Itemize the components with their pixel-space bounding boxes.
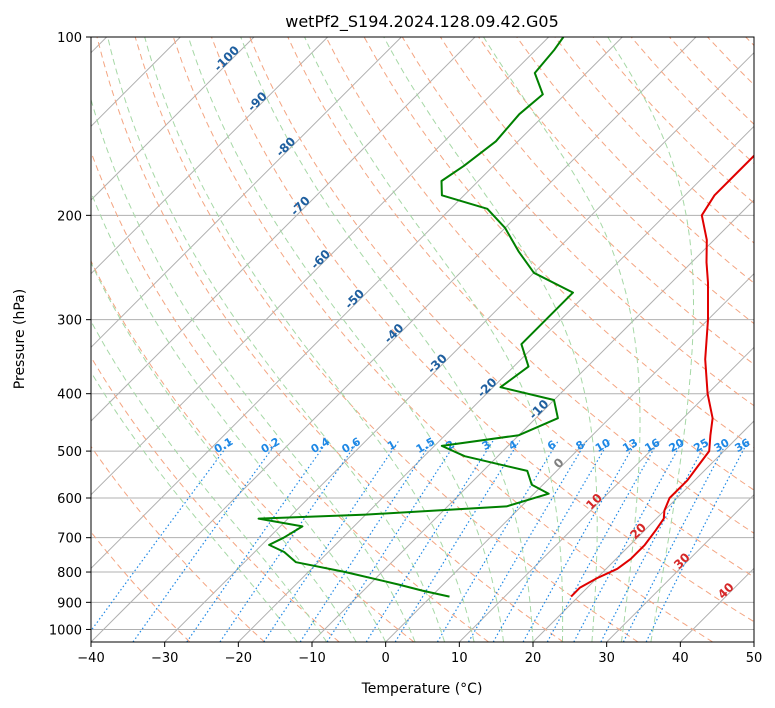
- isotherm-line: [532, 420, 754, 642]
- mixing-ratio-line: [186, 440, 329, 642]
- x-tick-label: −30: [151, 651, 178, 666]
- mixing-ratio-line: [326, 440, 458, 642]
- moist-adiabat: [91, 371, 298, 642]
- dry-adiabat: [91, 356, 340, 642]
- x-tick-label: 50: [746, 651, 763, 666]
- mixing-ratio-line: [436, 440, 559, 642]
- y-axis: 100 200 300 400 500 600 700 800 900 1000: [49, 31, 91, 638]
- dry-adiabat: [96, 37, 564, 642]
- isotherm-line: [91, 37, 623, 570]
- y-tick-label: 400: [57, 388, 82, 403]
- y-tick-label: 800: [57, 566, 82, 581]
- dry-adiabat: [516, 37, 754, 284]
- dewpoint-profile-line: [257, 37, 574, 598]
- dry-adiabat: [287, 37, 754, 534]
- dry-adiabat: [91, 445, 265, 642]
- moist-adiabat: [144, 37, 475, 642]
- dry-adiabat: [134, 37, 639, 642]
- x-tick-label: −20: [225, 651, 252, 666]
- x-tick-label: 40: [672, 651, 689, 666]
- mixing-ratio-line: [645, 440, 749, 642]
- moist-adiabat: [91, 320, 328, 642]
- mixing-ratio-line: [573, 440, 684, 642]
- background-lines: [91, 37, 754, 642]
- dry-adiabat: [172, 37, 713, 642]
- y-tick-label: 700: [57, 532, 82, 547]
- moist-adiabat: [383, 37, 598, 642]
- mixing-ratio-line: [91, 440, 232, 632]
- dry-adiabat: [91, 259, 415, 642]
- y-tick-label: 200: [57, 209, 82, 224]
- y-tick-label: 900: [57, 596, 82, 611]
- moist-adiabat: [240, 37, 534, 642]
- y-axis-label: Pressure (hPa): [12, 289, 28, 389]
- x-tick-label: 10: [451, 651, 468, 666]
- y-tick-label: 1000: [49, 623, 82, 638]
- x-tick-label: 30: [598, 651, 615, 666]
- x-tick-label: −40: [77, 651, 104, 666]
- mixing-ratio-line: [522, 440, 638, 642]
- moist-adiabat: [107, 37, 446, 642]
- mixing-ratio-line: [263, 440, 400, 642]
- x-axis-label: Temperature (°C): [361, 681, 483, 697]
- mixing-ratio-line: [394, 440, 521, 642]
- profile-series: [257, 37, 754, 598]
- x-axis: −40 −30 −20 −10 0 10 20 30 40 50: [77, 642, 762, 666]
- x-tick-label: −10: [298, 651, 325, 666]
- moist-adiabat: [91, 97, 416, 642]
- mixing-ratio-line: [132, 440, 279, 642]
- y-tick-label: 600: [57, 492, 82, 507]
- isotherm-line: [385, 272, 754, 642]
- dry-adiabat: [211, 37, 754, 623]
- y-tick-label: 300: [57, 314, 82, 329]
- mixing-ratio-line: [467, 440, 588, 642]
- mixing-ratio-line: [546, 440, 660, 642]
- isotherm-line: [91, 37, 255, 201]
- isotherm-line: [606, 493, 754, 642]
- moist-adiabat: [91, 261, 357, 642]
- plot-frame: [90, 36, 755, 643]
- dry-adiabat: [249, 37, 754, 578]
- temperature-profile-line: [570, 154, 754, 598]
- moist-adiabat: [187, 37, 504, 642]
- x-tick-label: 20: [525, 651, 542, 666]
- isotherm-line: [91, 37, 697, 642]
- plot-area: 0.1 0.2 0.4 0.6 1 1.5 2 3 4 6 8 10 13 16 20 25 30 36 -100…: [91, 37, 754, 642]
- chart-title: wetPf2_S194.2024.128.09.42.G05: [285, 12, 559, 32]
- mixing-ratio-line: [492, 440, 610, 642]
- mixing-ratio-line: [299, 440, 433, 642]
- x-tick-label: 0: [382, 651, 390, 666]
- isotherm-line: [164, 51, 754, 642]
- isotherm-line: [458, 346, 754, 642]
- mixing-ratio-line: [365, 440, 494, 642]
- y-tick-label: 500: [57, 445, 82, 460]
- isotherm-line: [91, 37, 329, 275]
- y-tick-label: 100: [57, 31, 82, 46]
- moist-adiabat: [304, 37, 564, 642]
- isotherm-line: [91, 37, 402, 349]
- moist-adiabat: [483, 37, 641, 642]
- isotherm-line: [91, 37, 476, 422]
- isotherm-line: [237, 125, 754, 642]
- dry-adiabat: [325, 37, 754, 491]
- moist-adiabat: [91, 190, 387, 642]
- isotherm-line: [91, 37, 550, 496]
- moist-adiabat: [607, 37, 694, 642]
